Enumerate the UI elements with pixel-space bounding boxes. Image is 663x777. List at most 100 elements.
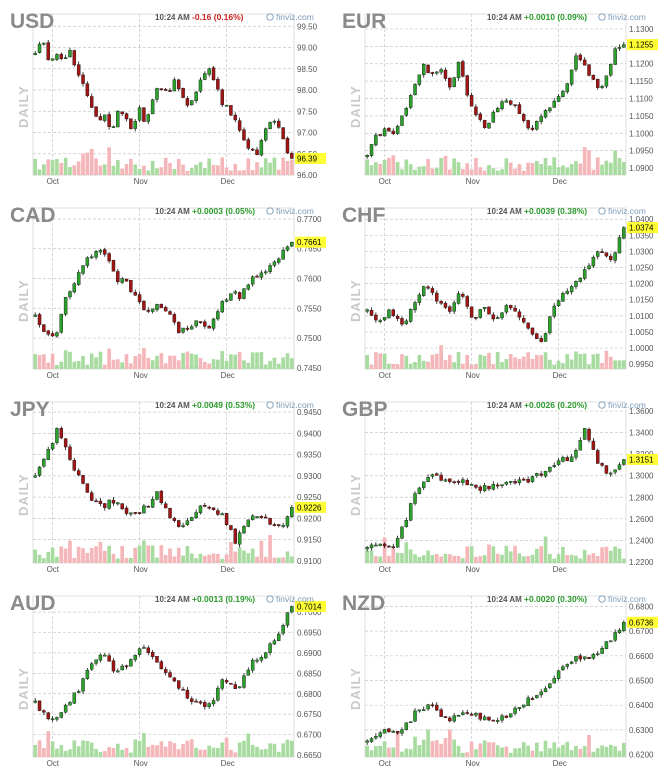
candle-body <box>116 670 120 673</box>
volume-bar <box>276 363 281 369</box>
volume-bar <box>85 741 90 757</box>
volume-bar <box>478 354 483 369</box>
candle-body <box>513 707 517 714</box>
candle-body <box>435 71 439 74</box>
last-price-flag <box>295 501 326 513</box>
candle-body <box>617 237 622 254</box>
volume-bar <box>447 554 452 563</box>
y-tick-label: 0.6800 <box>297 690 322 699</box>
volume-bar <box>185 546 190 563</box>
candle-body <box>42 458 46 467</box>
candle-body <box>259 140 264 156</box>
volume-bar <box>42 164 46 175</box>
candle-body <box>103 654 107 657</box>
volume-bar <box>543 158 548 175</box>
volume-bar <box>259 167 264 175</box>
volume-bar <box>365 159 370 175</box>
last-price-label: 0.6736 <box>629 618 654 627</box>
volume-bar <box>124 354 129 369</box>
volume-bar <box>111 747 116 757</box>
volume-bar <box>85 152 90 175</box>
candle-body <box>474 106 478 115</box>
candle-body <box>439 709 443 717</box>
change-value: +0.0013 (0.19%) <box>192 594 255 604</box>
volume-bar <box>185 351 190 369</box>
volume-bar <box>268 535 272 563</box>
volume-bar <box>543 536 548 563</box>
volume-bar <box>202 168 207 175</box>
volume-bar <box>285 739 290 757</box>
candle-body <box>487 306 491 315</box>
candle-body <box>33 700 37 703</box>
candle-body <box>400 115 404 126</box>
volume-bar <box>517 748 522 757</box>
candle-body <box>569 286 574 293</box>
x-month-label: Oct <box>47 371 60 380</box>
candle-body <box>448 717 452 722</box>
candle-body <box>37 466 42 476</box>
volume-bar <box>565 167 570 175</box>
candle-body <box>417 74 422 85</box>
candle-body <box>522 114 526 121</box>
y-tick-label: 0.6800 <box>629 602 654 611</box>
candle-body <box>237 120 242 131</box>
x-month-label: Dec <box>553 565 567 574</box>
candle-body <box>272 261 277 266</box>
volume-bar <box>115 743 120 757</box>
candle-body <box>272 640 277 645</box>
volume-bar <box>482 555 487 563</box>
volume-bar <box>469 741 474 757</box>
axis-daily-label: DAILY <box>348 473 363 516</box>
candle-body <box>111 126 116 128</box>
volume-bar <box>378 556 383 563</box>
candle-body <box>250 276 255 285</box>
candle-body <box>203 321 207 327</box>
y-tick-label: 0.9300 <box>297 472 322 481</box>
volume-bar <box>89 148 94 175</box>
candle-body <box>120 111 124 115</box>
plot-frame <box>364 401 627 564</box>
volume-bar <box>255 746 259 757</box>
volume-bar <box>276 557 281 563</box>
candle-body <box>107 655 111 662</box>
volume-bar <box>461 558 465 563</box>
volume-bar <box>482 740 487 757</box>
candle-body <box>613 469 617 473</box>
candle-body <box>587 265 591 269</box>
candle-body <box>46 449 50 460</box>
candle-body <box>491 314 496 320</box>
candle-body <box>543 333 548 342</box>
chart-svg: 99.5099.0098.5098.0097.5097.0096.5096.00… <box>10 10 326 186</box>
change-value: +0.0049 (0.53%) <box>192 400 255 410</box>
volume-bar <box>229 749 233 757</box>
candle-body <box>150 498 155 508</box>
candle-body <box>190 517 194 521</box>
volume-bar <box>216 165 220 175</box>
candle-body <box>530 476 535 482</box>
volume-bar <box>478 743 483 757</box>
candle-body <box>81 475 85 484</box>
finviz-logo-icon <box>266 595 274 603</box>
candle-body <box>211 67 216 81</box>
axis-daily-label: DAILY <box>348 667 363 710</box>
candle-body <box>159 490 164 504</box>
volume-bar <box>369 364 374 369</box>
volume-bar <box>456 556 461 563</box>
candle-body <box>387 128 391 132</box>
chart-panel-nzd: 0.6800 0.6700 0.6600 0.6500 0.6400 0.6300 0.62… <box>332 582 663 776</box>
volume-bar <box>487 742 491 757</box>
volume-bar <box>387 747 391 757</box>
candle-body <box>220 679 224 689</box>
volume-bar <box>382 159 387 175</box>
candle-body <box>478 486 482 491</box>
volume-bar <box>233 752 238 757</box>
candle-body <box>203 702 207 707</box>
volume-bar <box>617 158 622 175</box>
candle-body <box>211 700 216 705</box>
axis-daily-label: DAILY <box>16 667 31 710</box>
x-month-label: Oct <box>379 565 392 574</box>
candle-body <box>120 503 124 510</box>
candle-body <box>290 507 294 517</box>
volume-bar <box>194 354 198 369</box>
volume-bar <box>37 740 42 757</box>
